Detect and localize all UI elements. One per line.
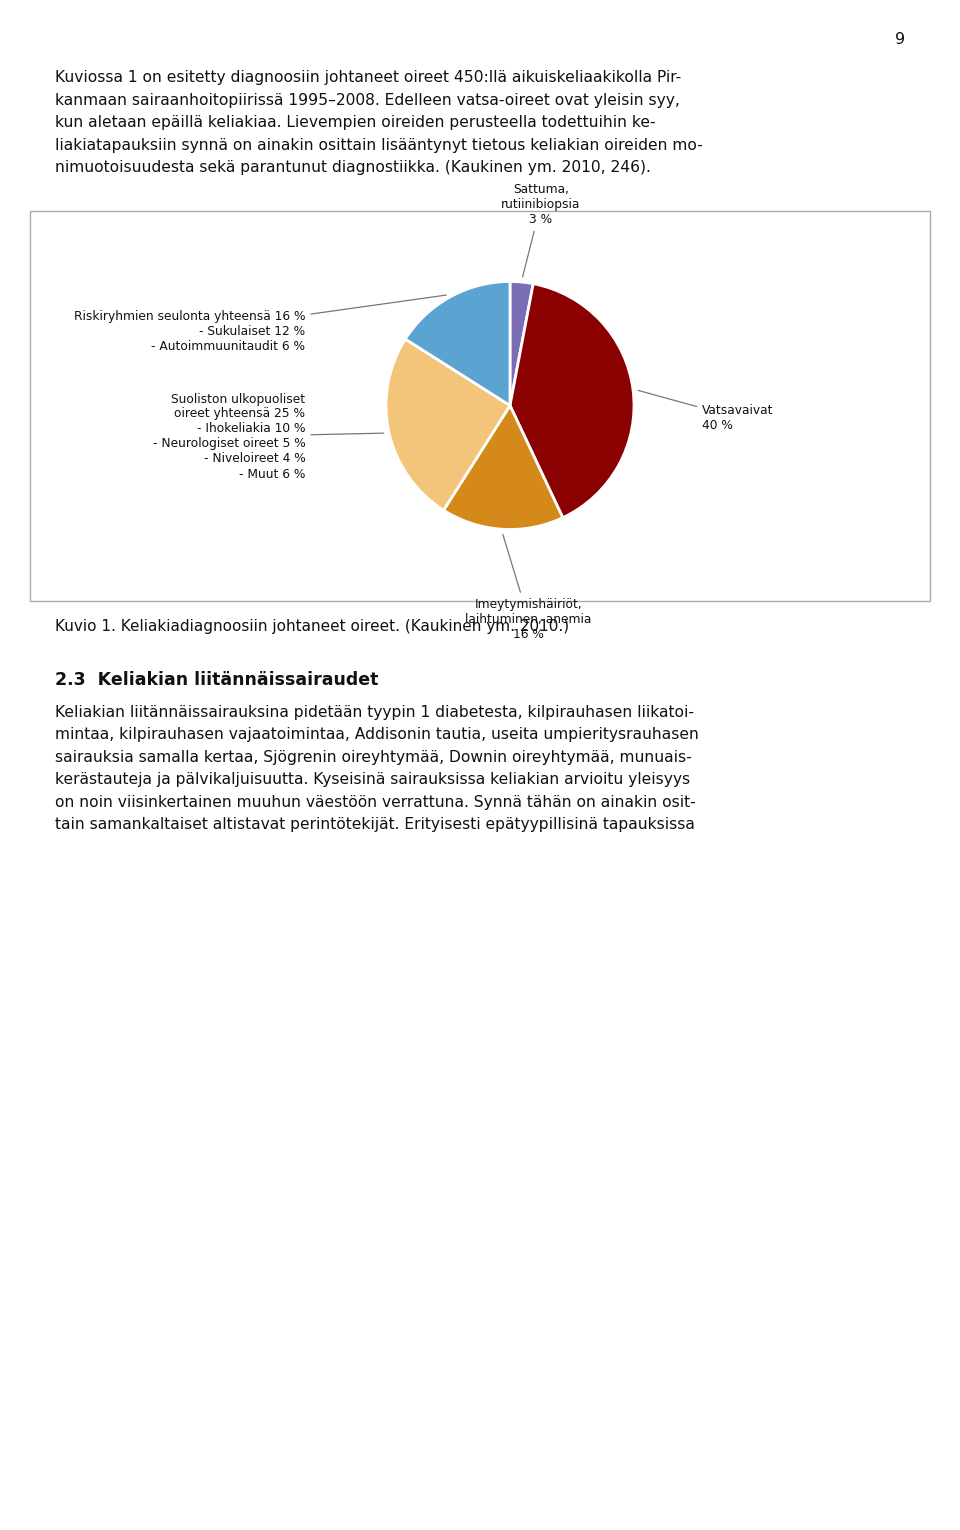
Text: kerästauteja ja pälvikaljuisuutta. Kyseisinä sairauksissa keliakian arvioitu yle: kerästauteja ja pälvikaljuisuutta. Kysei… (55, 773, 690, 786)
Text: Sattuma,
rutiinibiopsia
3 %: Sattuma, rutiinibiopsia 3 % (501, 182, 581, 277)
Wedge shape (510, 283, 634, 517)
Wedge shape (405, 282, 510, 405)
Text: sairauksia samalla kertaa, Sjögrenin oireyhtymää, Downin oireyhtymää, munuais-: sairauksia samalla kertaa, Sjögrenin oir… (55, 750, 692, 765)
Text: 9: 9 (895, 32, 905, 47)
Text: Kuvio 1. Keliakiadiagnoosiin johtaneet oireet. (Kaukinen ym. 2010.): Kuvio 1. Keliakiadiagnoosiin johtaneet o… (55, 618, 569, 633)
Text: tain samankaltaiset altistavat perintötekijät. Erityisesti epätyypillisinä tapau: tain samankaltaiset altistavat perintöte… (55, 817, 695, 832)
Text: Vatsavaivat
40 %: Vatsavaivat 40 % (638, 390, 774, 431)
Text: Imeytymishäiriöt,
laihtuminen, anemia
16 %: Imeytymishäiriöt, laihtuminen, anemia 16… (466, 534, 591, 641)
Text: Keliakian liitännäissairauksina pidetään tyypin 1 diabetesta, kilpirauhasen liik: Keliakian liitännäissairauksina pidetään… (55, 704, 694, 719)
Text: Riskiryhmien seulonta yhteensä 16 %
- Sukulaiset 12 %
- Autoimmuunitaudit 6 %: Riskiryhmien seulonta yhteensä 16 % - Su… (74, 295, 446, 352)
Bar (30, 211, 930, 600)
Wedge shape (510, 282, 533, 405)
Text: nimuotoisuudesta sekä parantunut diagnostiikka. (Kaukinen ym. 2010, 246).: nimuotoisuudesta sekä parantunut diagnos… (55, 161, 651, 174)
Text: on noin viisinkertainen muuhun väestöön verrattuna. Synnä tähän on ainakin osit-: on noin viisinkertainen muuhun väestöön … (55, 794, 696, 809)
Text: liakiatapauksiin synnä on ainakin osittain lisääntynyt tietous keliakian oireide: liakiatapauksiin synnä on ainakin ositta… (55, 138, 703, 153)
Text: mintaa, kilpirauhasen vajaatoimintaa, Addisonin tautia, useita umpieritysrauhase: mintaa, kilpirauhasen vajaatoimintaa, Ad… (55, 727, 699, 742)
Wedge shape (386, 340, 510, 509)
Text: kun aletaan epäillä keliakiaa. Lievempien oireiden perusteella todettuihin ke-: kun aletaan epäillä keliakiaa. Lievempie… (55, 115, 656, 130)
Text: Suoliston ulkopuoliset
oireet yhteensä 25 %
- Ihokeliakia 10 %
- Neurologiset oi: Suoliston ulkopuoliset oireet yhteensä 2… (153, 393, 384, 480)
Text: Kuviossa 1 on esitetty diagnoosiin johtaneet oireet 450:llä aikuiskeliaakikolla : Kuviossa 1 on esitetty diagnoosiin johta… (55, 70, 682, 86)
Wedge shape (444, 405, 563, 529)
Text: kanmaan sairaanhoitopiirissä 1995–2008. Edelleen vatsa-oireet ovat yleisin syy,: kanmaan sairaanhoitopiirissä 1995–2008. … (55, 92, 680, 107)
Text: 2.3  Keliakian liitännäissairaudet: 2.3 Keliakian liitännäissairaudet (55, 670, 378, 688)
